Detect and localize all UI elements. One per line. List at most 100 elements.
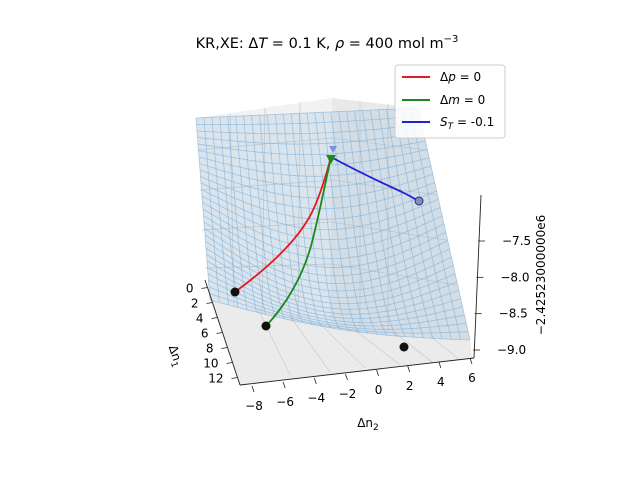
surface-wire [401, 108, 452, 340]
markers [230, 146, 424, 352]
legend-box [394, 64, 506, 139]
surface-wire [204, 228, 450, 284]
surface-wire [203, 221, 448, 277]
surface-wire [208, 286, 467, 330]
y-tick-label: 4 [437, 375, 445, 389]
x-tick-mark [211, 317, 218, 319]
start-point-pressure [230, 287, 240, 297]
surface-wire [207, 267, 461, 320]
start-point-mass [261, 321, 271, 331]
target-marker-triangle [326, 155, 336, 164]
chart-title: KR,XE: ΔT = 0.1 K, ρ = 400 mol m−3 [196, 34, 459, 52]
grid-line [429, 335, 461, 361]
surface-wire [385, 109, 434, 339]
grid-line [319, 323, 366, 369]
surface-wire [207, 273, 463, 323]
z-axis-line [473, 194, 482, 359]
legend-label-mass: Δm = 0 [440, 93, 485, 107]
energy-surface [195, 107, 471, 341]
title-eq1: = 0.1 K, [267, 36, 335, 52]
legend-label-entropy: ST = -0.1 [440, 115, 494, 132]
surface-wire [417, 107, 471, 341]
title-T: T [258, 36, 268, 52]
y-tick-mark [438, 361, 442, 369]
x-tick-label: 0 [186, 282, 194, 296]
x-tick-label: 6 [201, 327, 209, 341]
grid-line [261, 107, 266, 316]
y-tick-label: −6 [276, 395, 294, 409]
grid-line [197, 137, 333, 151]
y-tick-label: −2 [339, 387, 357, 401]
grid-line [354, 329, 401, 366]
x-tick-mark [231, 377, 238, 379]
surface-wire [209, 299, 471, 341]
surface-wire [378, 109, 424, 339]
title-rho: ρ [335, 36, 345, 52]
y-tick-label: −8 [245, 399, 263, 413]
surface-wire [322, 112, 359, 333]
surface-wire [338, 111, 378, 335]
grid-line [297, 101, 301, 323]
z-tick-label: −7.5 [502, 234, 531, 248]
y-ticks: −8 −6 −4 −2 0 2 4 6 [245, 357, 476, 413]
y-tick-mark [407, 365, 411, 373]
surface-wire [409, 108, 462, 340]
mass-curve [265, 156, 332, 327]
x-tick-mark [216, 332, 223, 334]
title-eq2: = 400 mol m [344, 36, 443, 52]
x-tick-label: 4 [196, 312, 204, 326]
y-tick-label: −4 [307, 391, 325, 405]
surface-wire [206, 260, 460, 315]
corner-point [399, 342, 409, 352]
x-axis-label: Δn1 [163, 343, 186, 369]
y-tick-mark [313, 377, 317, 385]
floor-pane [210, 300, 472, 385]
y-tick-mark [469, 357, 473, 365]
x-tick-label: 12 [208, 372, 223, 386]
surface-wire [203, 215, 447, 268]
z-tick-label: −8.0 [500, 270, 529, 284]
surface-wire [205, 247, 456, 305]
y-axis-label: Δn2 [357, 416, 379, 433]
z-tick-label: −9.0 [497, 343, 526, 357]
y-tick-mark [282, 381, 286, 389]
target-marker-triangle-blue [329, 146, 337, 153]
y-tick-mark [345, 373, 348, 381]
z-axis-label: −2.42523000000e6 [534, 215, 548, 336]
x-tick-mark [221, 347, 228, 349]
legend: Δp = 0 Δm = 0 ST = -0.1 [394, 64, 506, 139]
grid-line [330, 221, 447, 241]
surface-wire [204, 234, 452, 292]
curves [234, 156, 420, 327]
surface-wire [205, 241, 454, 299]
entropy-curve [330, 156, 420, 202]
z-ticks: −7.5 −8.0 −8.5 −9.0 [473, 234, 531, 357]
z-tick-label: −8.5 [499, 307, 528, 321]
x-tick-label: 10 [203, 357, 218, 371]
entropy-end-point [414, 196, 424, 206]
surface-wire [209, 293, 469, 334]
x-tick-mark [226, 362, 233, 364]
surface-wire [346, 111, 387, 336]
back-pane-right [330, 98, 470, 340]
x-tick-label: 2 [191, 297, 199, 311]
y-tick-mark [376, 369, 379, 377]
surface-wire [206, 254, 458, 310]
surface-wire [314, 112, 350, 332]
surface-wire [393, 109, 443, 339]
surface-wire [208, 280, 465, 327]
surface-wire [362, 110, 406, 337]
surface-wire [370, 110, 415, 338]
grid-line [394, 332, 433, 363]
grid-line [257, 308, 291, 376]
grid-line [289, 315, 331, 373]
grid-line [330, 263, 457, 286]
title-sup: −3 [444, 34, 459, 45]
y-axis-line [239, 357, 475, 386]
grid-line [201, 221, 332, 231]
y-tick-label: 6 [468, 371, 476, 385]
y-tick-label: 2 [406, 379, 414, 393]
